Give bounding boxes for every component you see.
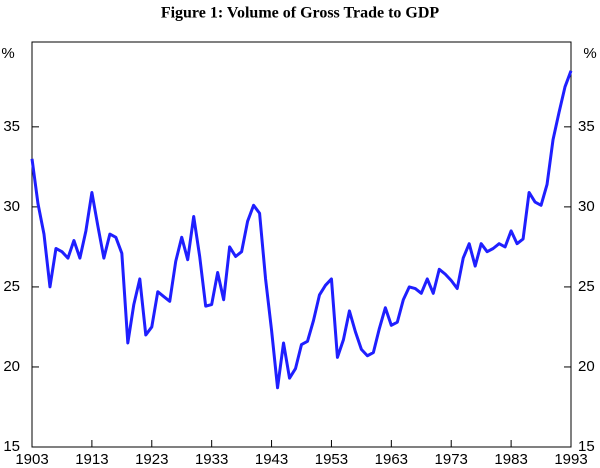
y2-tick-label: 25 xyxy=(578,278,595,295)
y-axis-label: % xyxy=(1,45,14,62)
x-tick-label: 1993 xyxy=(554,451,587,468)
y-tick-label: 25 xyxy=(3,278,20,295)
x-tick-label: 1913 xyxy=(75,451,108,468)
x-tick-label: 1933 xyxy=(195,451,228,468)
y2-axis-label: % xyxy=(583,45,596,62)
x-tick-label: 1963 xyxy=(375,451,408,468)
x-tick-label: 1903 xyxy=(15,451,48,468)
y-tick-label: 30 xyxy=(3,198,20,215)
y2-tick-label: 15 xyxy=(578,438,595,455)
x-tick-label: 1973 xyxy=(435,451,468,468)
x-tick-label: 1983 xyxy=(494,451,527,468)
y-tick-label: 35 xyxy=(3,118,20,135)
y2-tick-label: 35 xyxy=(578,118,595,135)
x-tick-label: 1923 xyxy=(135,451,168,468)
y2-tick-label: 30 xyxy=(578,198,595,215)
y-tick-label: 15 xyxy=(3,438,20,455)
plot-frame xyxy=(31,41,572,448)
data-line xyxy=(30,70,573,390)
y-tick-label: 20 xyxy=(3,358,20,375)
x-tick-label: 1953 xyxy=(315,451,348,468)
y2-tick-label: 20 xyxy=(578,358,595,375)
x-tick-label: 1943 xyxy=(255,451,288,468)
chart-title: Figure 1: Volume of Gross Trade to GDP xyxy=(161,5,440,22)
